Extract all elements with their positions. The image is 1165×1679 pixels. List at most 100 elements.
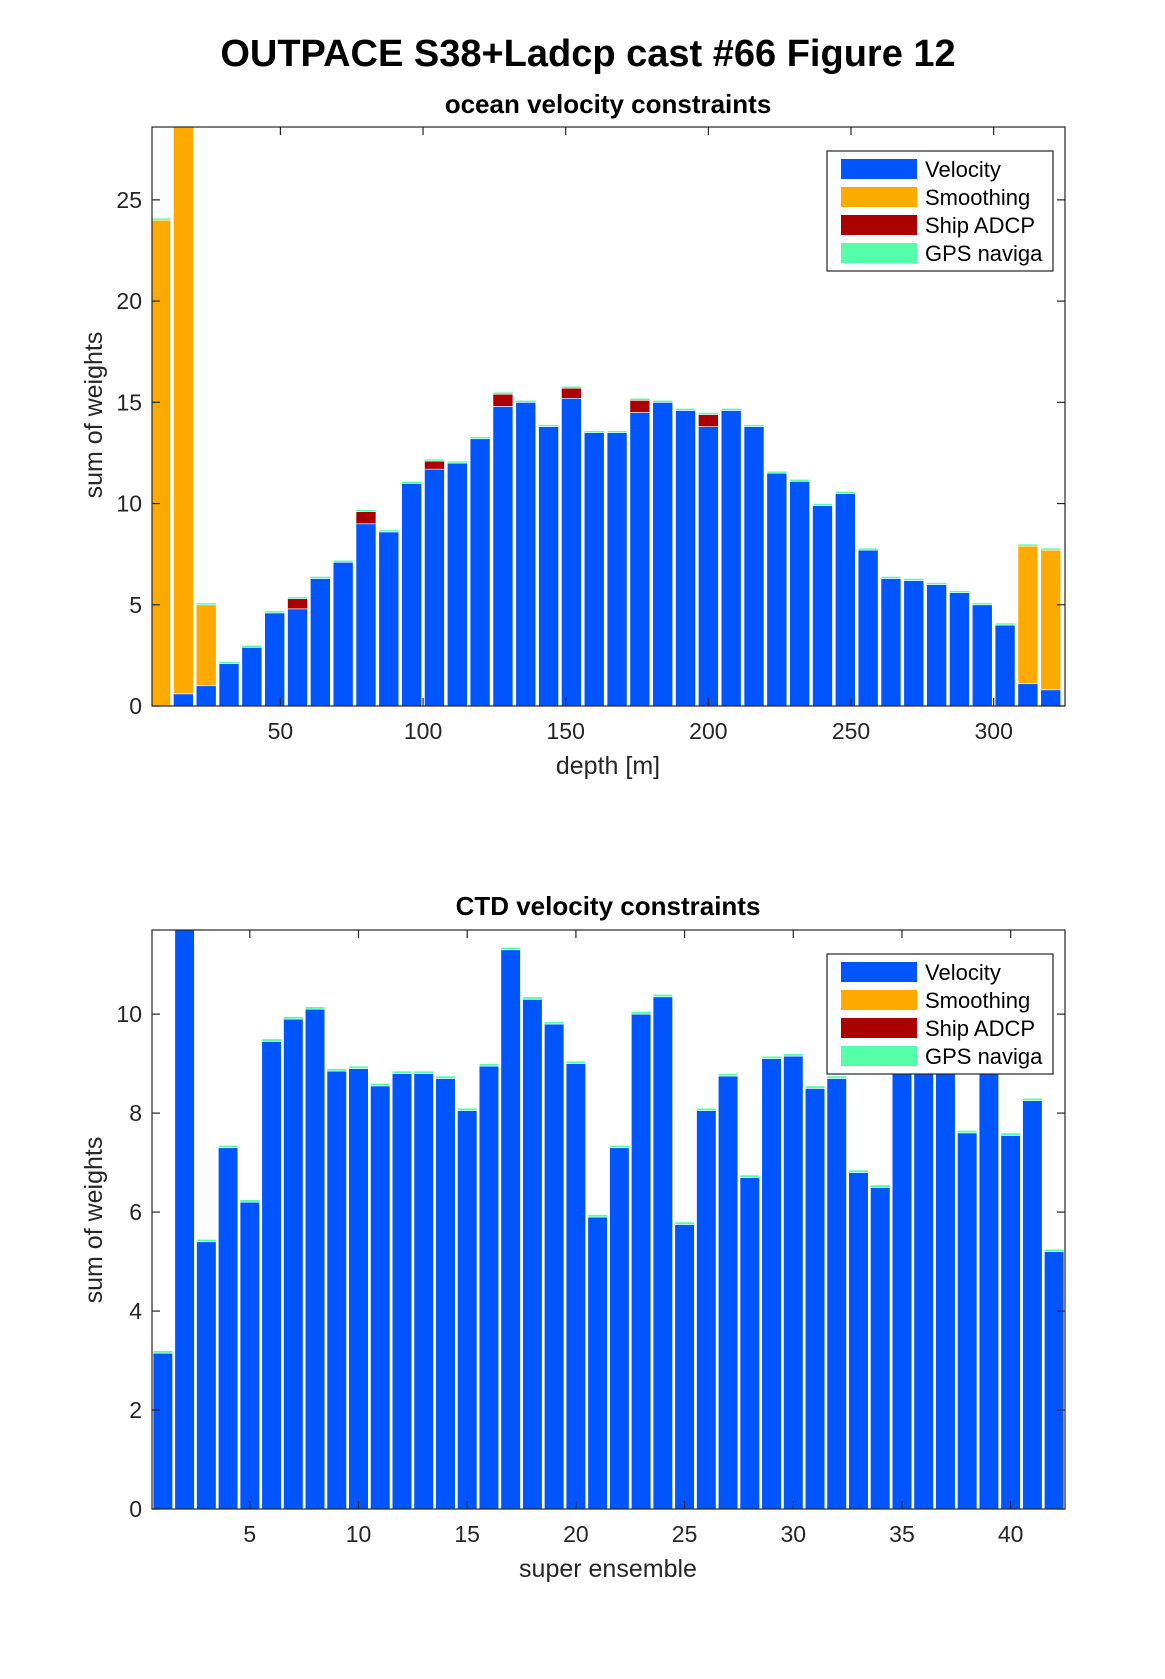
bar-segment — [304, 1008, 326, 1509]
bar-segment — [492, 393, 514, 407]
bar-segment — [469, 438, 491, 706]
legend-swatch — [841, 215, 917, 235]
bar-segment — [698, 412, 719, 415]
bar-segment — [378, 529, 400, 533]
bar-segment — [761, 1058, 782, 1509]
bar-segment — [994, 622, 1016, 626]
bar-segment — [370, 1083, 391, 1087]
bar-segment — [698, 426, 719, 706]
bar-segment — [332, 559, 354, 563]
bar-segment — [1040, 549, 1062, 691]
bar-segment — [957, 1130, 978, 1134]
bar-segment — [629, 400, 651, 413]
bar-segment — [195, 602, 217, 606]
bar-segment — [675, 408, 696, 411]
bar-segment — [401, 480, 422, 484]
ctd-velocity-xlabel: super ensemble — [519, 1555, 697, 1583]
bar-segment — [413, 1073, 434, 1509]
y-tick-label: 8 — [129, 1100, 142, 1126]
ctd-velocity-panel: CTD velocity constraints super ensemble … — [80, 891, 1066, 1583]
bar-segment — [561, 385, 582, 389]
legend-label: GPS naviga — [925, 241, 1043, 266]
bar-segment — [826, 1078, 847, 1509]
legend-swatch — [841, 990, 917, 1010]
legend-swatch — [841, 1018, 917, 1038]
bar-segment — [287, 608, 308, 706]
bar-segment — [880, 576, 902, 579]
bar-segment — [174, 930, 195, 1509]
bar-segment — [241, 644, 263, 648]
bar-segment — [152, 219, 171, 706]
bar-segment — [378, 531, 400, 706]
bar-segment — [500, 947, 521, 951]
bar-segment — [978, 1063, 999, 1509]
bar-segment — [652, 402, 673, 706]
bar-segment — [195, 685, 217, 706]
bar-segment — [717, 1073, 739, 1077]
x-tick-label: 30 — [780, 1521, 806, 1547]
bar-segment — [587, 1214, 608, 1218]
bar-segment — [370, 1085, 391, 1509]
bar-segment — [544, 1021, 565, 1025]
bar-segment — [629, 412, 651, 706]
bar-segment — [446, 462, 468, 706]
legend-label: Smoothing — [925, 185, 1030, 210]
bar-segment — [310, 576, 331, 579]
bar-segment — [561, 397, 582, 706]
bar-segment — [739, 1174, 760, 1178]
legend-label: Smoothing — [925, 988, 1030, 1013]
bar-segment — [674, 1224, 695, 1509]
bar-segment — [304, 1006, 326, 1010]
bar-segment — [583, 430, 605, 433]
bar-segment — [326, 1070, 347, 1509]
legend-swatch — [841, 1046, 917, 1066]
bar-segment — [435, 1078, 456, 1509]
bar-segment — [241, 646, 263, 706]
bar-segment — [391, 1070, 413, 1074]
bar-segment — [870, 1184, 891, 1188]
bar-segment — [264, 610, 285, 614]
bar-segment — [835, 493, 856, 706]
bar-segment — [609, 1144, 630, 1149]
ocean-bars — [152, 127, 1062, 706]
x-tick-label: 10 — [346, 1521, 372, 1547]
bar-segment — [629, 397, 651, 401]
ocean-axes-box — [151, 126, 1066, 707]
bar-segment — [355, 523, 377, 706]
bar-segment — [857, 549, 879, 706]
bar-segment — [606, 432, 628, 706]
bar-segment — [1022, 1097, 1043, 1102]
bar-segment — [766, 472, 788, 706]
bar-segment — [609, 1147, 630, 1509]
bar-segment — [652, 996, 673, 1509]
bar-segment — [783, 1053, 804, 1057]
ctd-bars — [152, 930, 1065, 1509]
bar-segment — [561, 387, 582, 399]
bar-segment — [413, 1070, 434, 1074]
bar-segment — [538, 424, 559, 427]
bar-segment — [1022, 1100, 1043, 1509]
bar-segment — [949, 592, 970, 706]
ocean-velocity-panel: ocean velocity constraints depth [m] sum… — [80, 89, 1066, 780]
bar-segment — [283, 1018, 304, 1509]
bar-segment — [218, 663, 240, 706]
bar-segment — [696, 1107, 717, 1111]
bar-segment — [522, 996, 543, 1000]
bar-segment — [880, 578, 902, 706]
bar-segment — [743, 426, 765, 706]
bar-segment — [913, 1063, 934, 1509]
y-tick-label: 15 — [116, 389, 142, 415]
x-tick-label: 250 — [832, 718, 870, 744]
bar-segment — [652, 400, 673, 403]
bar-segment — [717, 1075, 739, 1509]
x-tick-label: 40 — [998, 1521, 1024, 1547]
ctd-legend: Velocity Smoothing Ship ADCP GPS naviga — [826, 953, 1054, 1075]
bar-segment — [355, 509, 377, 512]
bar-segment — [720, 408, 742, 411]
bar-segment — [949, 590, 970, 593]
bar-segment — [971, 604, 993, 706]
bar-segment — [326, 1068, 347, 1072]
bar-segment — [761, 1055, 782, 1059]
bar-segment — [606, 430, 628, 433]
